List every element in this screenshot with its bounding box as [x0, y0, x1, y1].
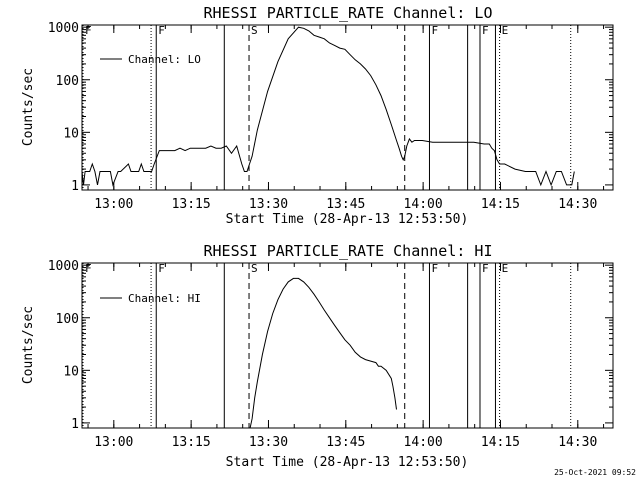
- series-line: [81, 26, 575, 187]
- ylabel: Counts/sec: [21, 68, 36, 146]
- ytick-label: 10: [63, 126, 79, 141]
- plot-frame: [81, 24, 614, 191]
- ticks: [82, 25, 613, 190]
- ylabel: Counts/sec: [21, 306, 36, 384]
- xtick-label: 14:15: [481, 197, 520, 212]
- marker-label: F: [158, 262, 165, 275]
- chart-title: RHESSI PARTICLE_RATE Channel: HI: [204, 242, 493, 260]
- chart-title: RHESSI PARTICLE_RATE Channel: LO: [204, 4, 493, 22]
- marker-label: E: [502, 262, 509, 275]
- ytick-label: 10: [63, 364, 79, 379]
- ytick-label: 1000: [48, 259, 79, 274]
- xtick-label: 13:00: [94, 197, 133, 212]
- data-series: [81, 26, 575, 187]
- plot-frame: [81, 262, 614, 429]
- ytick-labels: 1 10 100 1000: [48, 259, 79, 432]
- ytick-label: 100: [56, 312, 79, 327]
- xtick-label: 14:00: [404, 435, 443, 450]
- xtick-label: 14:30: [558, 435, 597, 450]
- xtick-label: 13:30: [249, 435, 288, 450]
- ytick-labels: 1 10 100 1000: [48, 21, 79, 194]
- marker-label: F: [158, 24, 165, 37]
- marker-label: F: [482, 262, 489, 275]
- footer-timestamp: 25-Oct-2021 09:52: [554, 468, 636, 477]
- marker-label: E: [502, 24, 509, 37]
- marker-label: F: [431, 262, 438, 275]
- xlabel: Start Time (28-Apr-13 12:53:50): [226, 212, 469, 227]
- legend-label: Channel: LO: [128, 53, 201, 66]
- ytick-label: 100: [56, 74, 79, 89]
- xtick-label: 13:45: [326, 435, 365, 450]
- marker-label: S: [251, 24, 258, 37]
- xtick-labels: 13:00 13:15 13:30 13:45 14:00 14:15 14:30: [94, 197, 597, 212]
- xlabel: Start Time (28-Apr-13 12:53:50): [226, 455, 469, 470]
- xtick-labels: 13:00 13:15 13:30 13:45 14:00 14:15 14:30: [94, 435, 597, 450]
- xtick-label: 14:30: [558, 197, 597, 212]
- legend: Channel: HI: [100, 292, 201, 305]
- xtick-label: 14:15: [481, 435, 520, 450]
- chart-panel-hi: RHESSI PARTICLE_RATE Channel: HI 1101001…: [21, 242, 614, 470]
- marker-label: F: [482, 24, 489, 37]
- xtick-label: 13:45: [326, 197, 365, 212]
- marker-label: F: [85, 24, 92, 37]
- xtick-label: 13:00: [94, 435, 133, 450]
- series-line: [249, 277, 397, 429]
- ytick-label: 1: [71, 417, 79, 432]
- marker-label: F: [85, 262, 92, 275]
- chart-panel-lo: RHESSI PARTICLE_RATE Channel: LO 1101001…: [21, 4, 614, 227]
- ytick-label: 1: [71, 179, 79, 194]
- marker-label: S: [251, 262, 258, 275]
- legend: Channel: LO: [100, 53, 201, 66]
- legend-label: Channel: HI: [128, 292, 201, 305]
- ytick-label: 1000: [48, 21, 79, 36]
- xtick-label: 14:00: [404, 197, 443, 212]
- xtick-label: 13:15: [172, 435, 211, 450]
- marker-label: F: [431, 24, 438, 37]
- ticks: [82, 263, 613, 428]
- xtick-label: 13:30: [249, 197, 288, 212]
- data-series: [249, 277, 397, 429]
- xtick-label: 13:15: [172, 197, 211, 212]
